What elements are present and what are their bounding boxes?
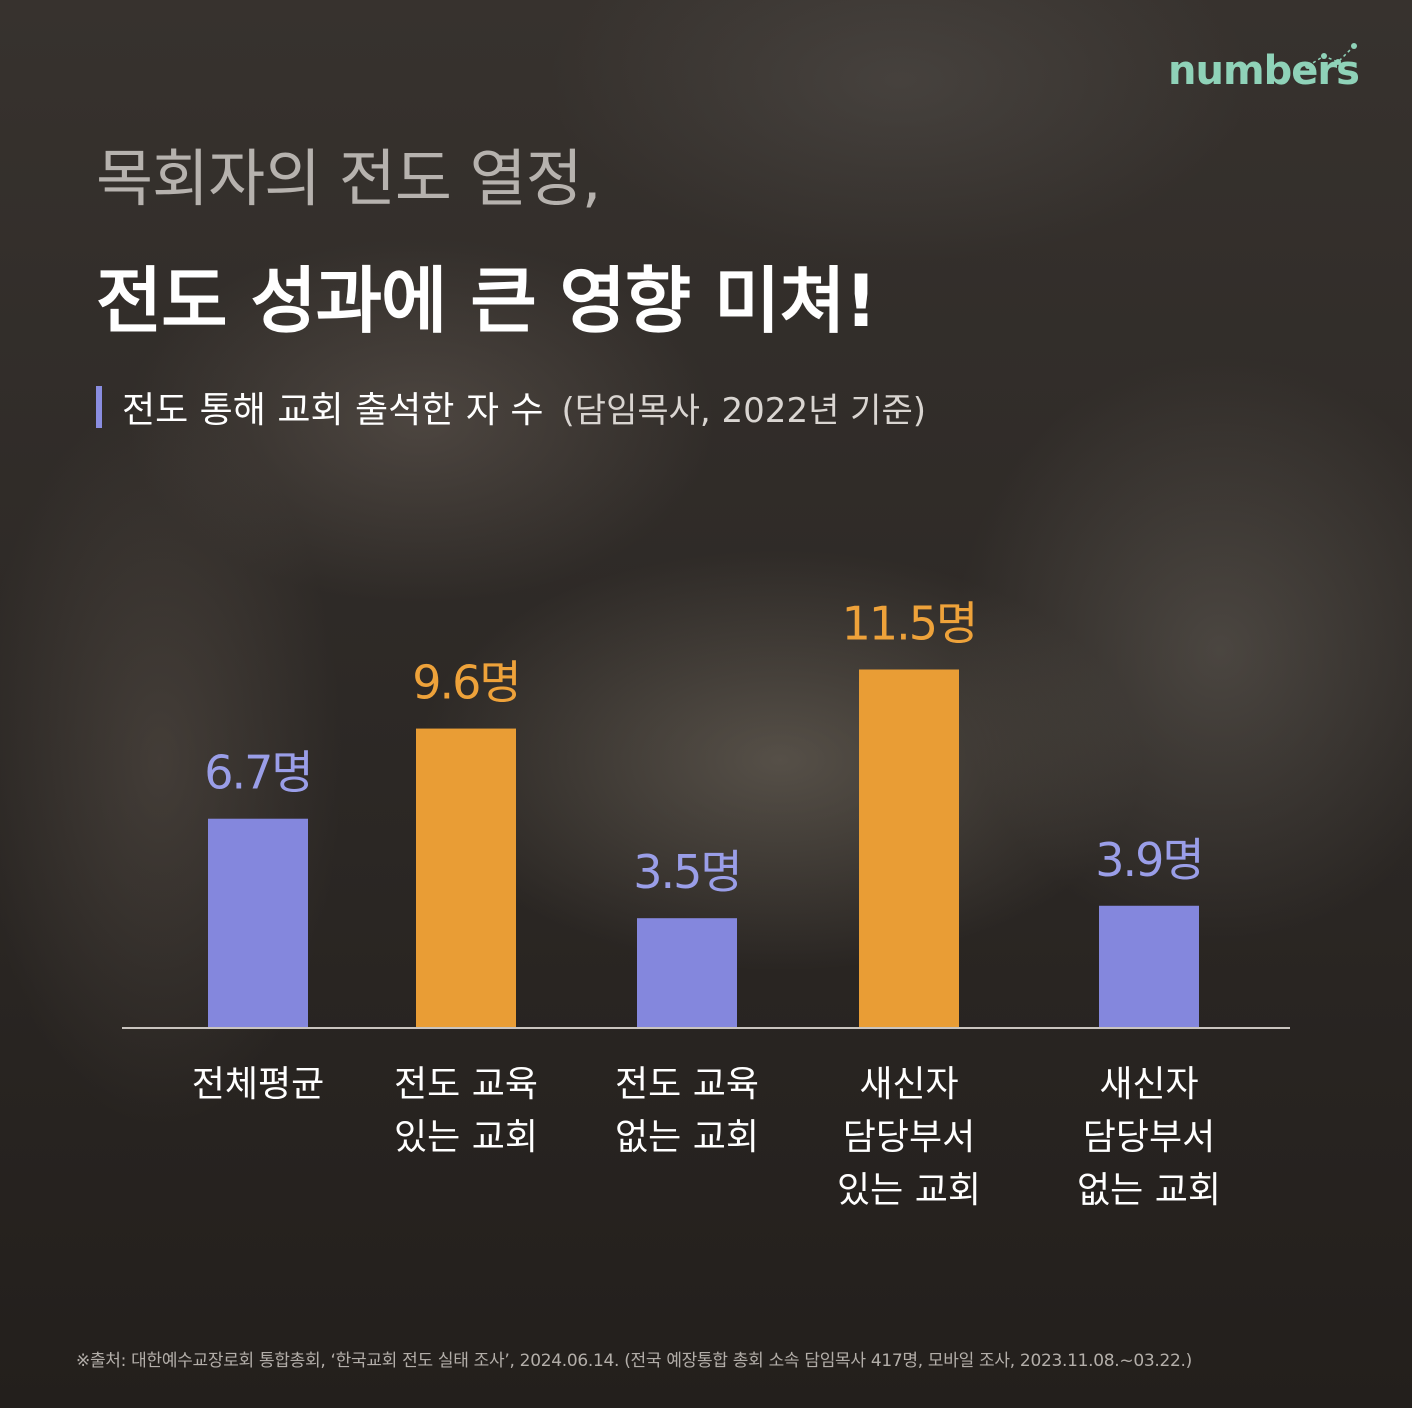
category-label-3: 새신자 담당부서 있는 교회 [837, 1064, 981, 1211]
bar-2 [637, 918, 737, 1027]
logo-dots-icon [1305, 43, 1357, 69]
category-label-4: 새신자 담당부서 없는 교회 [1077, 1064, 1221, 1211]
subtitle-accent-bar [96, 386, 102, 428]
subtitle-text: 전도 통해 교회 출석한 자 수 [122, 390, 544, 431]
numbers-logo: numbers [1168, 40, 1368, 100]
logo-wordmark: numbers [1168, 48, 1360, 94]
chart-subtitle: 전도 통해 교회 출석한 자 수 (담임목사, 2022년 기준) [96, 384, 926, 431]
title-line-2: 전도 성과에 큰 영향 미쳐! [96, 259, 878, 343]
bar-3 [859, 669, 959, 1027]
bar-value-label-3: 11.5명 [842, 597, 977, 651]
source-note: ※출처: 대한예수교장로회 통합총회, ‘한국교회 전도 실태 조사’, 202… [76, 1351, 1192, 1371]
bar-value-label-2: 3.5명 [633, 845, 740, 899]
title-line-1: 목회자의 전도 열정, [96, 142, 601, 215]
category-label-0: 전체평균 [191, 1064, 325, 1105]
subtitle-note: (담임목사, 2022년 기준) [561, 390, 926, 431]
bar-value-label-0: 6.7명 [204, 746, 311, 800]
bar-4 [1099, 905, 1199, 1027]
bar-value-label-4: 3.9명 [1095, 833, 1202, 887]
bar-1 [416, 728, 516, 1027]
category-label-1: 전도 교육 있는 교회 [394, 1064, 538, 1158]
bar-value-label-1: 9.6명 [412, 656, 519, 710]
bar-0 [208, 818, 308, 1027]
category-label-2: 전도 교육 없는 교회 [615, 1064, 759, 1158]
